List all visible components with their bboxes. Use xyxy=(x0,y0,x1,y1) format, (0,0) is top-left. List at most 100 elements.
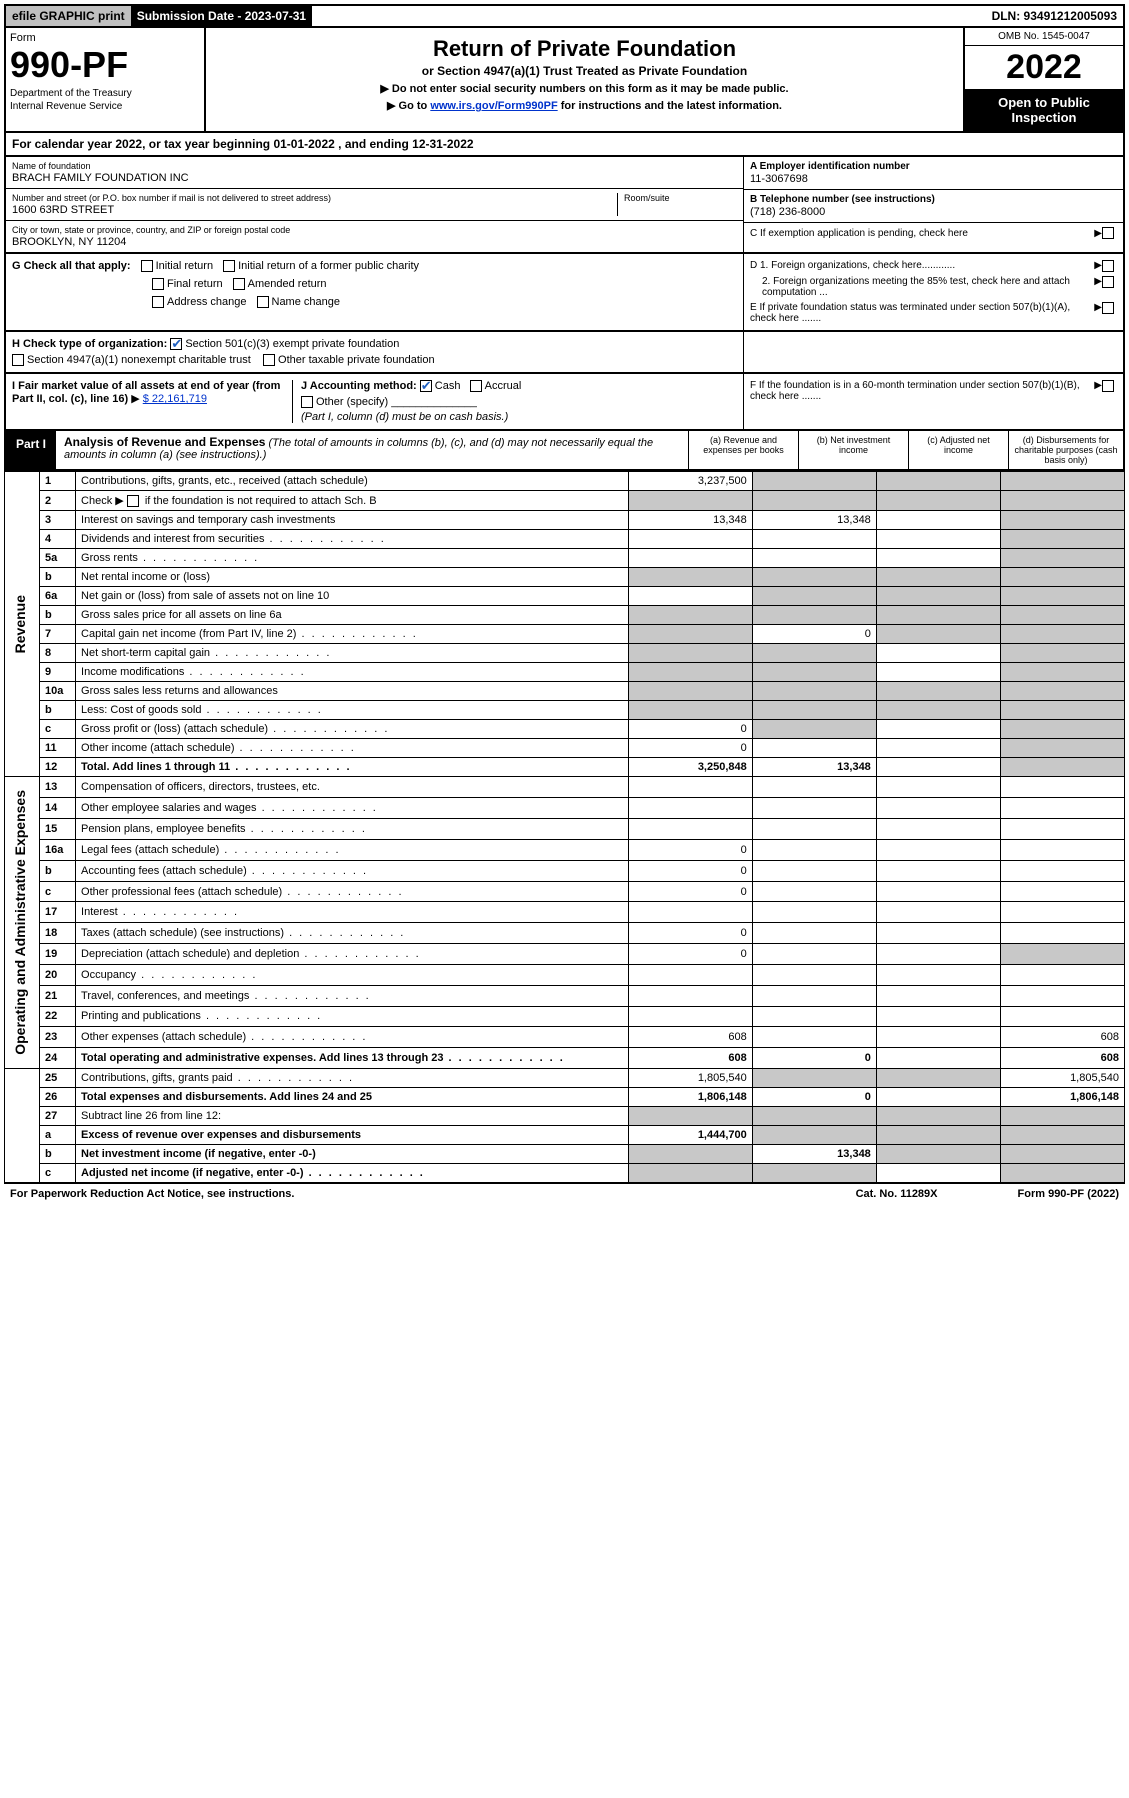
line-10b-num: b xyxy=(39,701,75,720)
ein-value: 11-3067698 xyxy=(750,173,1117,185)
dln: DLN: 93491212005093 xyxy=(986,6,1123,26)
line-11-num: 11 xyxy=(39,739,75,758)
dept-irs: Internal Revenue Service xyxy=(10,101,200,112)
line-2-num: 2 xyxy=(39,491,75,511)
line-2-post: if the foundation is not required to att… xyxy=(142,495,377,507)
line-11-desc: Other income (attach schedule) xyxy=(76,739,629,758)
line-16c-num: c xyxy=(39,881,75,902)
line-18-num: 18 xyxy=(39,923,75,944)
form-header: Form 990-PF Department of the Treasury I… xyxy=(4,28,1125,133)
opt-accrual: Accrual xyxy=(485,380,522,392)
section-d1: D 1. Foreign organizations, check here..… xyxy=(750,260,1094,272)
calendar-year: For calendar year 2022, or tax year begi… xyxy=(4,133,1125,157)
line-16c-a: 0 xyxy=(628,881,752,902)
line-25-d: 1,805,540 xyxy=(1000,1069,1124,1088)
checkbox-4947[interactable] xyxy=(12,354,24,366)
checkbox-initial-public[interactable] xyxy=(223,260,235,272)
tax-year: 2022 xyxy=(965,46,1123,89)
checkbox-c[interactable] xyxy=(1102,227,1114,239)
line-20-num: 20 xyxy=(39,964,75,985)
line-13-desc: Compensation of officers, directors, tru… xyxy=(76,777,629,798)
line-19-a: 0 xyxy=(628,944,752,965)
col-d-header: (d) Disbursements for charitable purpose… xyxy=(1008,431,1123,469)
line-12-num: 12 xyxy=(39,758,75,777)
line-26-d: 1,806,148 xyxy=(1000,1088,1124,1107)
line-5b-num: b xyxy=(39,568,75,587)
g-label: G Check all that apply: xyxy=(12,260,131,272)
checkbox-cash[interactable] xyxy=(420,380,432,392)
city-state-zip: BROOKLYN, NY 11204 xyxy=(12,236,737,248)
line-26-desc: Total expenses and disbursements. Add li… xyxy=(76,1088,629,1107)
checkbox-501c3[interactable] xyxy=(170,338,182,350)
line-22-num: 22 xyxy=(39,1006,75,1027)
checkbox-e[interactable] xyxy=(1102,302,1114,314)
line-16a-num: 16a xyxy=(39,839,75,860)
line-2-desc: Check ▶ if the foundation is not require… xyxy=(76,491,629,511)
opt-other-method: Other (specify) xyxy=(316,396,388,408)
side-revenue: Revenue xyxy=(10,585,30,663)
line-7-desc: Capital gain net income (from Part IV, l… xyxy=(76,625,629,644)
line-12-desc: Total. Add lines 1 through 11 xyxy=(76,758,629,777)
line-8-num: 8 xyxy=(39,644,75,663)
line-14-num: 14 xyxy=(39,798,75,819)
fmv-value[interactable]: $ 22,161,719 xyxy=(143,393,207,405)
line-6b-desc: Gross sales price for all assets on line… xyxy=(76,606,629,625)
line-16b-a: 0 xyxy=(628,860,752,881)
line-27-desc: Subtract line 26 from line 12: xyxy=(76,1107,629,1126)
line-4-num: 4 xyxy=(39,530,75,549)
line-27c-num: c xyxy=(39,1164,75,1183)
checkbox-d2[interactable] xyxy=(1102,276,1114,288)
line-6a-desc: Net gain or (loss) from sale of assets n… xyxy=(76,587,629,606)
section-d2: 2. Foreign organizations meeting the 85%… xyxy=(750,276,1094,298)
line-9-desc: Income modifications xyxy=(76,663,629,682)
phone-value: (718) 236-8000 xyxy=(750,206,1117,218)
line-27c-desc: Adjusted net income (if negative, enter … xyxy=(76,1164,629,1183)
checkbox-other-method[interactable] xyxy=(301,396,313,408)
form-number: 990-PF xyxy=(10,44,200,86)
checkbox-final[interactable] xyxy=(152,278,164,290)
checkbox-f[interactable] xyxy=(1102,380,1114,392)
opt-initial-public: Initial return of a former public charit… xyxy=(238,260,419,272)
line-5a-num: 5a xyxy=(39,549,75,568)
line-13-num: 13 xyxy=(39,777,75,798)
checkbox-name[interactable] xyxy=(257,296,269,308)
line-17-num: 17 xyxy=(39,902,75,923)
line-18-a: 0 xyxy=(628,923,752,944)
line-23-desc: Other expenses (attach schedule) xyxy=(76,1027,629,1048)
line-1-a: 3,237,500 xyxy=(628,472,752,491)
line-10b-desc: Less: Cost of goods sold xyxy=(76,701,629,720)
line-20-desc: Occupancy xyxy=(76,964,629,985)
room-label: Room/suite xyxy=(624,193,737,203)
form-subtitle: or Section 4947(a)(1) Trust Treated as P… xyxy=(214,64,955,78)
checkbox-initial-return[interactable] xyxy=(141,260,153,272)
checkbox-amended[interactable] xyxy=(233,278,245,290)
line-12-b: 13,348 xyxy=(752,758,876,777)
line-18-desc: Taxes (attach schedule) (see instruction… xyxy=(76,923,629,944)
line-27a-a: 1,444,700 xyxy=(628,1126,752,1145)
checkbox-accrual[interactable] xyxy=(470,380,482,392)
line-11-a: 0 xyxy=(628,739,752,758)
line-10c-a: 0 xyxy=(628,720,752,739)
checkbox-address[interactable] xyxy=(152,296,164,308)
instruction-2: ▶ Go to www.irs.gov/Form990PF for instru… xyxy=(214,99,955,112)
street-address: 1600 63RD STREET xyxy=(12,204,617,216)
line-6b-num: b xyxy=(39,606,75,625)
opt-4947: Section 4947(a)(1) nonexempt charitable … xyxy=(27,354,251,366)
line-6a-num: 6a xyxy=(39,587,75,606)
checkbox-sch-b[interactable] xyxy=(127,495,139,507)
line-10a-desc: Gross sales less returns and allowances xyxy=(76,682,629,701)
line-16c-desc: Other professional fees (attach schedule… xyxy=(76,881,629,902)
line-24-num: 24 xyxy=(39,1048,75,1069)
checkbox-other-tax[interactable] xyxy=(263,354,275,366)
foundation-name: BRACH FAMILY FOUNDATION INC xyxy=(12,172,737,184)
ein-label: A Employer identification number xyxy=(750,161,1117,172)
line-27-num: 27 xyxy=(39,1107,75,1126)
line-25-desc: Contributions, gifts, grants paid xyxy=(76,1069,629,1088)
checkbox-d1[interactable] xyxy=(1102,260,1114,272)
irs-link[interactable]: www.irs.gov/Form990PF xyxy=(430,100,557,112)
line-1-desc: Contributions, gifts, grants, etc., rece… xyxy=(76,472,629,491)
opt-other-tax: Other taxable private foundation xyxy=(278,354,435,366)
line-16a-a: 0 xyxy=(628,839,752,860)
line-14-desc: Other employee salaries and wages xyxy=(76,798,629,819)
line-3-a: 13,348 xyxy=(628,511,752,530)
